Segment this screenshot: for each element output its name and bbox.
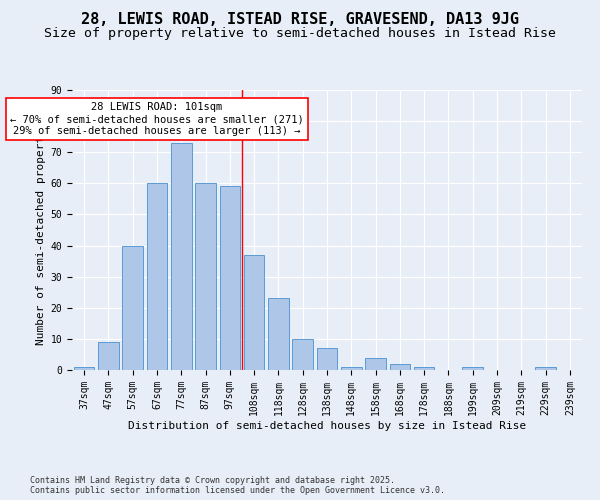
Bar [122, 246, 143, 370]
X-axis label: Distribution of semi-detached houses by size in Istead Rise: Distribution of semi-detached houses by … [128, 420, 526, 430]
Bar [171, 143, 191, 370]
Text: Contains HM Land Registry data © Crown copyright and database right 2025.
Contai: Contains HM Land Registry data © Crown c… [30, 476, 445, 495]
Text: Size of property relative to semi-detached houses in Istead Rise: Size of property relative to semi-detach… [44, 28, 556, 40]
Bar [535, 367, 556, 370]
Bar [292, 339, 313, 370]
Bar [365, 358, 386, 370]
Bar [268, 298, 289, 370]
Bar [341, 367, 362, 370]
Bar [414, 367, 434, 370]
Bar [146, 184, 167, 370]
Bar [195, 184, 216, 370]
Bar [317, 348, 337, 370]
Y-axis label: Number of semi-detached properties: Number of semi-detached properties [37, 116, 46, 345]
Text: 28 LEWIS ROAD: 101sqm
← 70% of semi-detached houses are smaller (271)
29% of sem: 28 LEWIS ROAD: 101sqm ← 70% of semi-deta… [10, 102, 304, 136]
Bar [74, 367, 94, 370]
Bar [463, 367, 483, 370]
Bar [98, 342, 119, 370]
Bar [389, 364, 410, 370]
Bar [244, 255, 265, 370]
Bar [220, 186, 240, 370]
Text: 28, LEWIS ROAD, ISTEAD RISE, GRAVESEND, DA13 9JG: 28, LEWIS ROAD, ISTEAD RISE, GRAVESEND, … [81, 12, 519, 28]
